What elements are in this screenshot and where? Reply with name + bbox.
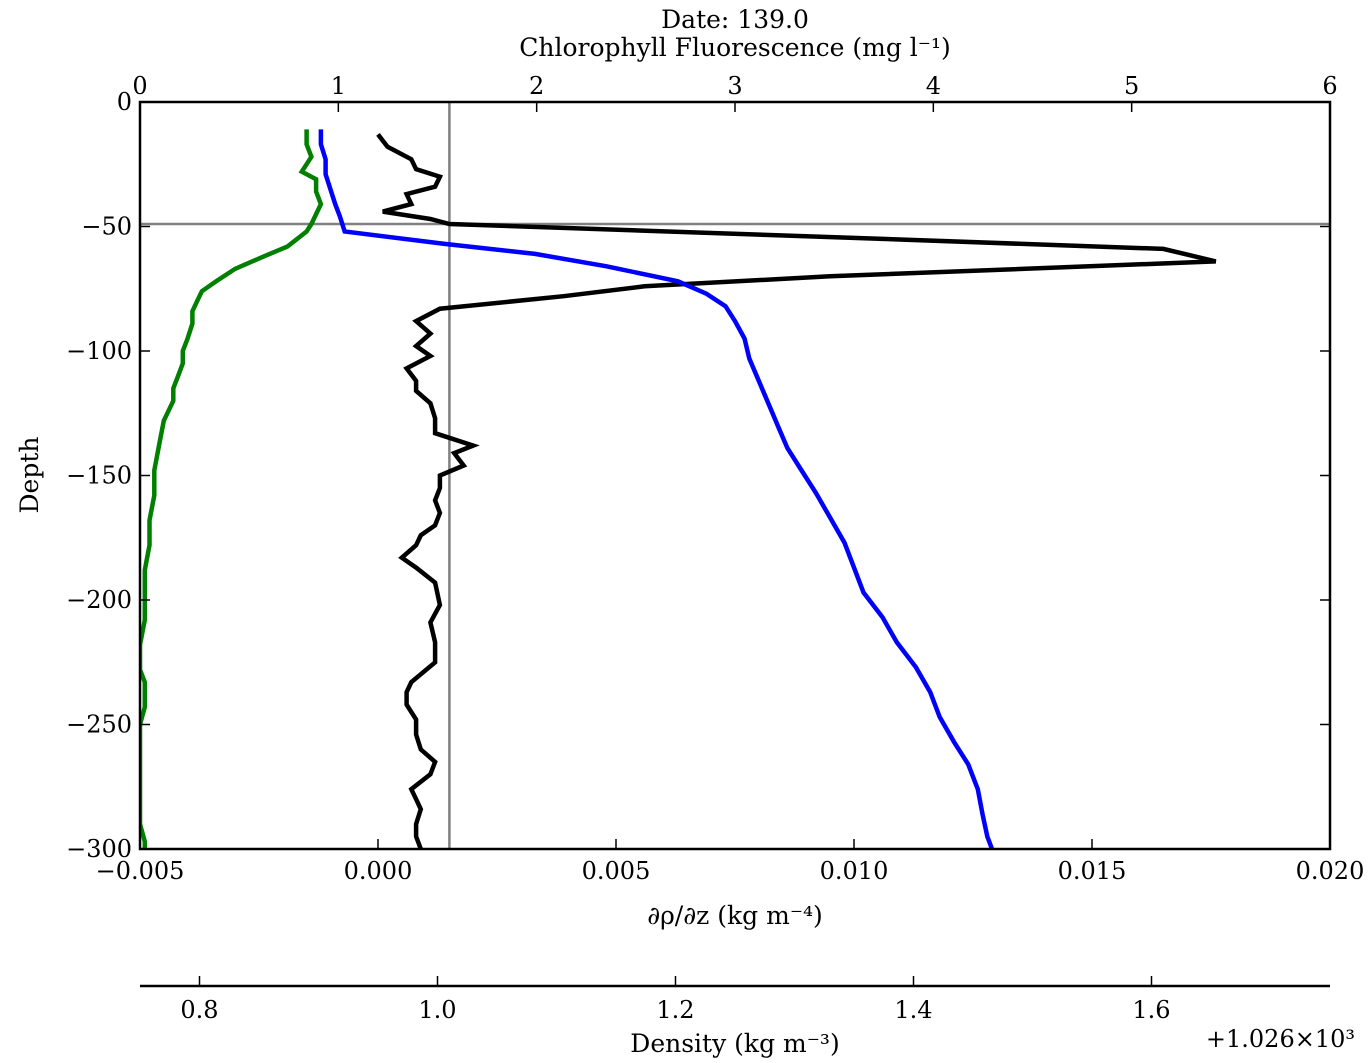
top-x-tick-label: 3 [727,72,742,100]
drho-dz-line [376,133,1217,849]
y-tick-label: −200 [66,586,132,614]
density-axis-label: Density (kg m⁻³) [630,1029,839,1058]
top-x-tick-label: 2 [529,72,544,100]
bottom-x-tick-label: 0.020 [1296,857,1365,885]
density-tick-label: 0.8 [180,996,218,1024]
density-tick-label: 1.4 [894,996,932,1024]
bottom-x-tick-label: 0.015 [1058,857,1127,885]
bottom-axis-label: ∂ρ/∂z (kg m⁻⁴) [647,901,823,930]
density-tick-label: 1.6 [1132,996,1170,1024]
top-x-tick-label: 5 [1124,72,1139,100]
chart-title: Date: 139.0 [661,5,809,34]
y-tick-label: −250 [66,711,132,739]
top-x-tick-label: 4 [926,72,941,100]
density-line [140,129,324,849]
bottom-x-tick-label: 0.000 [344,857,413,885]
top-x-tick-label: 0 [132,72,147,100]
y-tick-label: −50 [81,213,132,241]
plot-layer [140,102,1330,849]
top-x-tick-label: 1 [331,72,346,100]
bottom-x-tick-label: 0.005 [582,857,651,885]
top-axis-label: Chlorophyll Fluorescence (mg l⁻¹) [519,33,951,62]
y-tick-label: −150 [66,462,132,490]
y-tick-label: −300 [66,835,132,863]
density-tick-label: 1.2 [656,996,694,1024]
y-tick-label: 0 [117,88,132,116]
axes-layer: 0 −50 −100 −150 −200 −250 −300−0.005 0.000 0.005… [66,72,1364,1024]
y-tick-label: −100 [66,337,132,365]
y-axis-label: Depth [15,437,44,514]
top-x-tick-label: 6 [1322,72,1337,100]
density-tick-label: 1.0 [418,996,456,1024]
bottom-x-tick-label: 0.010 [820,857,889,885]
bottom-x-tick-label: −0.005 [96,857,185,885]
density-offset-label: +1.026×10³ [1206,1025,1355,1053]
chlorophyll-line [318,129,995,849]
